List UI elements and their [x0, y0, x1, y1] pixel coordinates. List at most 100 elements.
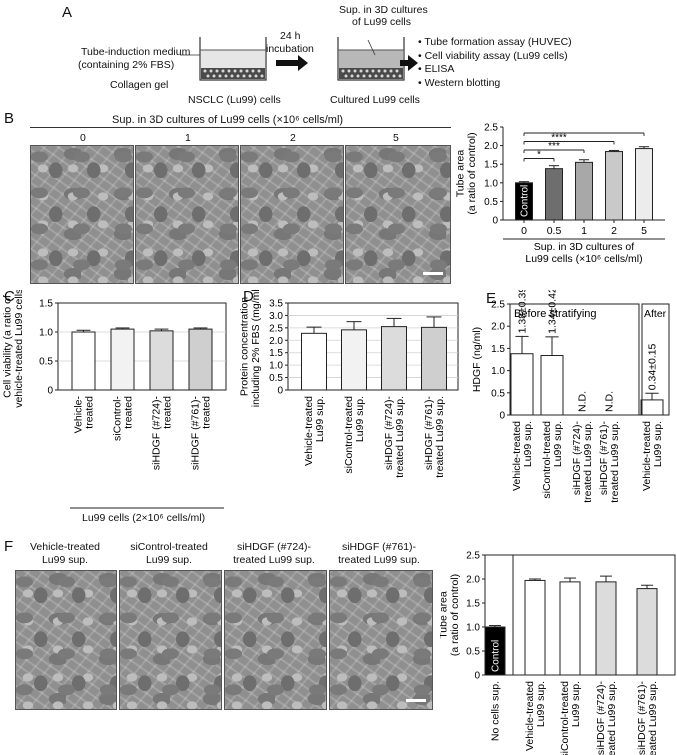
bar — [188, 328, 213, 391]
chart-e: 0 0.5 1.0 1.5 2.0 2.5 HDGF (ng/ml) 1.38±0.39 Veh… — [471, 290, 670, 503]
y-tick-label: 0 — [492, 216, 498, 227]
cultured-label: Cultured Lu99 cells — [330, 94, 420, 106]
x-tick-label: Vehicle-treated — [524, 681, 536, 751]
x-tick-label: siHDGF (#724)- — [571, 421, 583, 496]
scale-bar — [423, 272, 443, 275]
x-tick-label: siControl- — [112, 396, 124, 441]
panel-c-group-label: Lu99 cells (2×10⁶ cells/ml) — [82, 512, 206, 524]
micrograph-b-label: 2 — [290, 132, 296, 144]
y-tick-label: 0.5 — [39, 357, 53, 368]
bar-value-label: 1.38±0.39 — [517, 290, 529, 333]
micrograph-b-label: 5 — [393, 132, 399, 144]
x-tick-label: treated — [84, 396, 96, 429]
y-tick-label: 1.0 — [484, 178, 498, 189]
y-tick-label: 2.5 — [491, 300, 505, 311]
assay-item: • ELISA — [418, 63, 455, 75]
y-tick-label: 0.5 — [491, 388, 505, 399]
micrograph-b-2 — [240, 145, 344, 284]
x-tick-label: Lu99 sup. — [652, 421, 664, 467]
y-tick-label: 1.5 — [491, 344, 505, 355]
y-axis-label: (a ratio of control) — [449, 574, 461, 656]
dish-left — [199, 37, 267, 81]
x-tick-label: 0 — [521, 225, 527, 237]
gel-label: Collagen gel — [110, 79, 169, 91]
x-tick-label: siHDGF (#761)- — [423, 396, 435, 471]
dish-right — [337, 37, 405, 81]
x-tick-label: 2 — [611, 225, 617, 237]
y-tick-label: 0 — [277, 386, 283, 397]
sup-pointer — [367, 39, 376, 56]
y-axis-label: Cell viability (a ratio of — [1, 295, 13, 398]
y-tick-label: 0 — [474, 671, 480, 682]
micrograph-f-sihdgf-724 — [224, 570, 327, 710]
panel-label-e: E — [486, 290, 497, 307]
y-tick-label: 0.5 — [466, 647, 480, 658]
micrograph-f-label: siHDGF (#761)- treated Lu99 sup. — [338, 541, 420, 566]
x-axis-label: Lu99 cells (×10⁶ cells/ml) — [525, 253, 642, 265]
chart-f: 0 0.5 1.0 1.5 2.0 2.5 Tube area (a ratio of con… — [440, 551, 676, 755]
x-tick-label: Vehicle-treated — [303, 396, 315, 466]
arrow-incubation — [276, 55, 308, 71]
medium-label-2: (containing 2% FBS) — [78, 59, 175, 71]
y-tick-label: 1.0 — [269, 361, 283, 372]
x-tick-label: treated Lu99 sup. — [647, 681, 659, 755]
y-axis-label: Tube area — [455, 150, 466, 198]
bar-value-label: N.D. — [604, 391, 616, 412]
y-tick-label: 2.5 — [269, 323, 283, 334]
x-tick-label: siHDGF (#724)- — [383, 396, 395, 471]
x-tick-label: No cells sup. — [490, 681, 502, 741]
bar — [421, 326, 447, 391]
medium-label: Tube-induction medium — [81, 46, 191, 58]
x-tick-label: Lu99 sup. — [354, 396, 366, 442]
arrow-top-label: 24 h — [280, 30, 301, 42]
x-tick-label: treated Lu99 sup. — [582, 421, 594, 503]
y-tick-label: 2.5 — [466, 551, 480, 562]
x-tick-label: Lu99 sup. — [570, 681, 582, 727]
y-tick-label: 1.5 — [269, 348, 283, 359]
bar — [595, 581, 617, 676]
bar — [301, 332, 327, 391]
arrow-bottom-label: incubation — [266, 43, 314, 55]
gel-left — [201, 68, 265, 79]
cells-dots-right — [341, 69, 402, 78]
y-tick-label: 0.5 — [269, 373, 283, 384]
micrograph-f-label: Vehicle-treated Lu99 sup. — [29, 541, 101, 566]
x-tick-label: Vehicle-treated — [511, 421, 523, 491]
significance-stars: *** — [548, 141, 560, 152]
bar-inner-label: Control — [491, 640, 502, 672]
micrograph-b-0 — [30, 145, 134, 284]
panel-a-schematic — [180, 37, 418, 81]
x-tick-label: siHDGF (#761)- — [636, 681, 648, 755]
x-tick-label: treated — [123, 396, 135, 429]
bar — [540, 355, 564, 416]
micrograph-f-label: siHDGF (#724)- treated Lu99 sup. — [233, 541, 315, 566]
micrograph-b-1 — [135, 145, 239, 284]
y-tick-label: 1.0 — [466, 623, 480, 634]
x-axis-label: Sup. in 3D cultures of — [534, 241, 634, 253]
y-tick-label: 2.0 — [491, 322, 505, 333]
significance-stars: * — [537, 150, 541, 161]
y-axis-label: HDGF (ng/ml) — [471, 327, 483, 392]
y-axis-label: (a ratio of control) — [466, 132, 478, 214]
x-tick-label: Lu99 sup. — [314, 396, 326, 442]
x-tick-label: Vehicle-treated — [641, 421, 653, 491]
bar-value-label: N.D. — [577, 391, 589, 412]
y-tick-label: 2.0 — [269, 336, 283, 347]
micrograph-f-sihdgf-761 — [329, 570, 433, 710]
x-tick-label: siControl-treated — [541, 421, 553, 499]
before-box — [509, 303, 640, 416]
y-tick-label: 1.5 — [39, 299, 53, 310]
x-tick-label: Lu99 sup. — [552, 421, 564, 467]
chart-d: 0 0.51.0 1.52.0 2.53.03.5 Protein concentrat… — [240, 290, 459, 478]
y-axis-label: including 2% FBS (mg/ml) — [250, 290, 262, 407]
y-tick-label: 3.5 — [269, 299, 283, 310]
y-tick-label: 1.5 — [466, 599, 480, 610]
x-tick-label: siControl-treated — [343, 396, 355, 474]
bar-inner-label: Control — [520, 185, 531, 217]
cells-dots-left — [203, 69, 264, 78]
x-tick-label: siHDGF (#724)- — [595, 681, 607, 755]
y-tick-label: 2.0 — [466, 575, 480, 586]
y-tick-label: 0 — [47, 386, 53, 397]
significance-stars: **** — [551, 133, 567, 144]
bar — [575, 161, 593, 221]
